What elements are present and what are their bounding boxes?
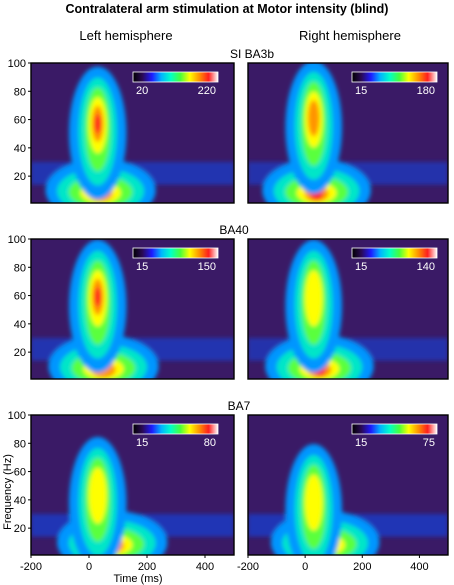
colorbar-min-label: 20 bbox=[136, 85, 148, 97]
colorbar bbox=[351, 71, 438, 83]
y-tick-label: 40 bbox=[14, 143, 26, 155]
y-tick-label: 100 bbox=[8, 410, 26, 422]
x-axis-label: Time (ms) bbox=[113, 573, 162, 585]
y-tick-label: 20 bbox=[14, 347, 26, 359]
heatmap-panel: 15 140 bbox=[247, 238, 449, 380]
colorbar bbox=[132, 423, 219, 435]
figure-title: Contralateral arm stimulation at Motor i… bbox=[66, 2, 389, 16]
colorbar-max-label: 180 bbox=[417, 85, 435, 97]
colorbar-max-label: 140 bbox=[417, 261, 435, 273]
y-tick-label: 60 bbox=[14, 291, 26, 303]
y-tick-label: 60 bbox=[14, 467, 26, 479]
colorbar-min-label: 15 bbox=[136, 437, 148, 449]
x-tick-label: -200 bbox=[237, 561, 259, 573]
y-tick-label: 40 bbox=[14, 495, 26, 507]
y-axis-label: Frequency (Hz) bbox=[2, 454, 14, 530]
y-tick-label: 20 bbox=[14, 171, 26, 183]
heatmap-panel: 20 40 60 80 100 15 150 bbox=[8, 234, 235, 380]
colorbar bbox=[132, 71, 219, 83]
x-tick-label: 400 bbox=[196, 561, 214, 573]
heatmap-panel: 20 40 60 80 100 20 220 bbox=[8, 58, 235, 204]
column-label-left: Left hemisphere bbox=[79, 28, 172, 43]
y-tick-label: 100 bbox=[8, 58, 26, 70]
row-label-si-ba3b: SI BA3b bbox=[230, 47, 274, 61]
y-tick-label: 20 bbox=[14, 523, 26, 535]
gamma-response bbox=[94, 287, 101, 307]
y-tick-label: 80 bbox=[14, 86, 26, 98]
y-tick-label: 80 bbox=[14, 262, 26, 274]
gamma-response bbox=[94, 114, 101, 134]
panel-frame bbox=[30, 414, 235, 556]
panel-frame bbox=[247, 62, 449, 204]
colorbar bbox=[351, 423, 438, 435]
panel-frame bbox=[247, 414, 449, 556]
colorbar bbox=[132, 247, 219, 259]
y-tick-label: 40 bbox=[14, 319, 26, 331]
x-tick-label: 200 bbox=[138, 561, 156, 573]
row-label-ba7: BA7 bbox=[228, 399, 251, 413]
heatmap-panel: -200 0 200 400 15 75 bbox=[237, 414, 449, 573]
y-tick-label: 80 bbox=[14, 438, 26, 450]
colorbar bbox=[351, 247, 438, 259]
row-label-ba40: BA40 bbox=[219, 223, 249, 237]
panel-frame bbox=[30, 238, 235, 380]
heatmap-panel: 15 180 bbox=[247, 62, 449, 204]
colorbar-max-label: 80 bbox=[204, 437, 216, 449]
gamma-response bbox=[304, 270, 323, 327]
colorbar-min-label: 15 bbox=[355, 437, 367, 449]
colorbar-min-label: 15 bbox=[355, 85, 367, 97]
gamma-response bbox=[304, 474, 323, 531]
colorbar-max-label: 75 bbox=[423, 437, 435, 449]
x-tick-label: -200 bbox=[20, 561, 42, 573]
colorbar-min-label: 15 bbox=[355, 261, 367, 273]
column-label-right: Right hemisphere bbox=[299, 28, 401, 43]
gamma-response bbox=[308, 99, 320, 137]
colorbar-max-label: 220 bbox=[198, 85, 216, 97]
x-tick-label: 0 bbox=[302, 561, 308, 573]
y-tick-label: 60 bbox=[14, 115, 26, 127]
panel-frame bbox=[30, 62, 235, 204]
y-tick-label: 100 bbox=[8, 234, 26, 246]
heatmap-panel: 20 40 60 80 100 -200 0 200 400 15 80 bbox=[8, 410, 235, 573]
colorbar-min-label: 15 bbox=[136, 261, 148, 273]
x-tick-label: 0 bbox=[86, 561, 92, 573]
x-tick-label: 200 bbox=[353, 561, 371, 573]
x-tick-label: 400 bbox=[410, 561, 428, 573]
gamma-response bbox=[88, 467, 107, 524]
panel-frame bbox=[247, 238, 449, 380]
colorbar-max-label: 150 bbox=[198, 261, 216, 273]
